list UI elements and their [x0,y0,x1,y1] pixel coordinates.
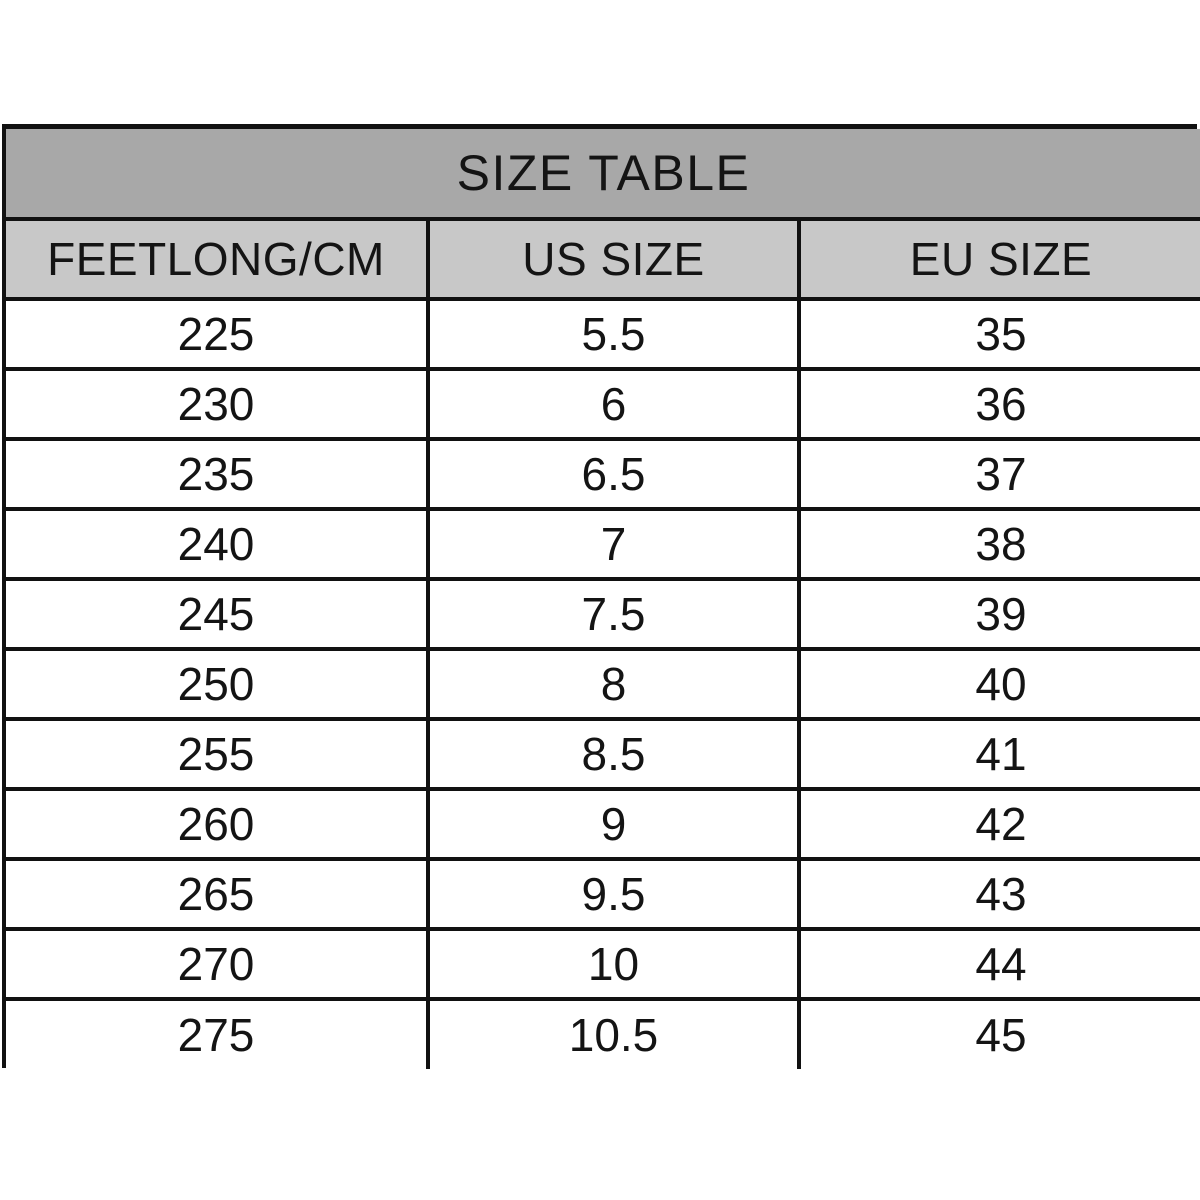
cell-feetlong-cm: 235 [6,439,430,511]
table-row: 230 6 36 [6,369,1200,441]
cell-feetlong-cm: 265 [6,859,430,931]
cell-feetlong-cm: 230 [6,369,430,441]
cell-eu-size: 41 [799,719,1200,791]
size-table-container: SIZE TABLE FEETLONG/CM US SIZE EU SIZE 2… [2,124,1200,1069]
cell-feetlong-cm: 225 [6,299,430,371]
cell-eu-size: 37 [799,439,1200,511]
table-row: 235 6.5 37 [6,439,1200,511]
cell-feetlong-cm: 250 [6,649,430,721]
cell-us-size: 5.5 [428,299,801,371]
cell-us-size: 7.5 [428,579,801,651]
cell-eu-size: 39 [799,579,1200,651]
cell-feetlong-cm: 270 [6,929,430,1001]
table-row: 245 7.5 39 [6,579,1200,651]
cell-feetlong-cm: 275 [6,999,430,1069]
cell-us-size: 10.5 [428,999,801,1069]
cell-eu-size: 36 [799,369,1200,441]
cell-us-size: 10 [428,929,801,1001]
table-row: 265 9.5 43 [6,859,1200,931]
cell-feetlong-cm: 260 [6,789,430,861]
cell-eu-size: 40 [799,649,1200,721]
cell-eu-size: 38 [799,509,1200,581]
cell-us-size: 6 [428,369,801,441]
cell-eu-size: 45 [799,999,1200,1069]
cell-eu-size: 43 [799,859,1200,931]
cell-us-size: 8.5 [428,719,801,791]
table-row: 255 8.5 41 [6,719,1200,791]
table-row: 270 10 44 [6,929,1200,1001]
table-header-row: FEETLONG/CM US SIZE EU SIZE [6,219,1200,301]
cell-eu-size: 35 [799,299,1200,371]
table-row: 275 10.5 45 [6,999,1200,1069]
cell-feetlong-cm: 240 [6,509,430,581]
table-row: 260 9 42 [6,789,1200,861]
cell-feetlong-cm: 255 [6,719,430,791]
table-row: 225 5.5 35 [6,299,1200,371]
cell-us-size: 7 [428,509,801,581]
column-header-us-size: US SIZE [428,219,801,301]
table-title-row: SIZE TABLE [6,129,1200,221]
size-table-body: SIZE TABLE FEETLONG/CM US SIZE EU SIZE 2… [6,129,1200,1069]
cell-us-size: 8 [428,649,801,721]
cell-eu-size: 42 [799,789,1200,861]
cell-feetlong-cm: 245 [6,579,430,651]
cell-eu-size: 44 [799,929,1200,1001]
column-header-feetlong-cm: FEETLONG/CM [6,219,430,301]
cell-us-size: 9 [428,789,801,861]
column-header-eu-size: EU SIZE [799,219,1200,301]
table-row: 250 8 40 [6,649,1200,721]
table-title: SIZE TABLE [6,129,1200,221]
table-row: 240 7 38 [6,509,1200,581]
cell-us-size: 6.5 [428,439,801,511]
size-table: SIZE TABLE FEETLONG/CM US SIZE EU SIZE 2… [6,129,1200,1069]
cell-us-size: 9.5 [428,859,801,931]
